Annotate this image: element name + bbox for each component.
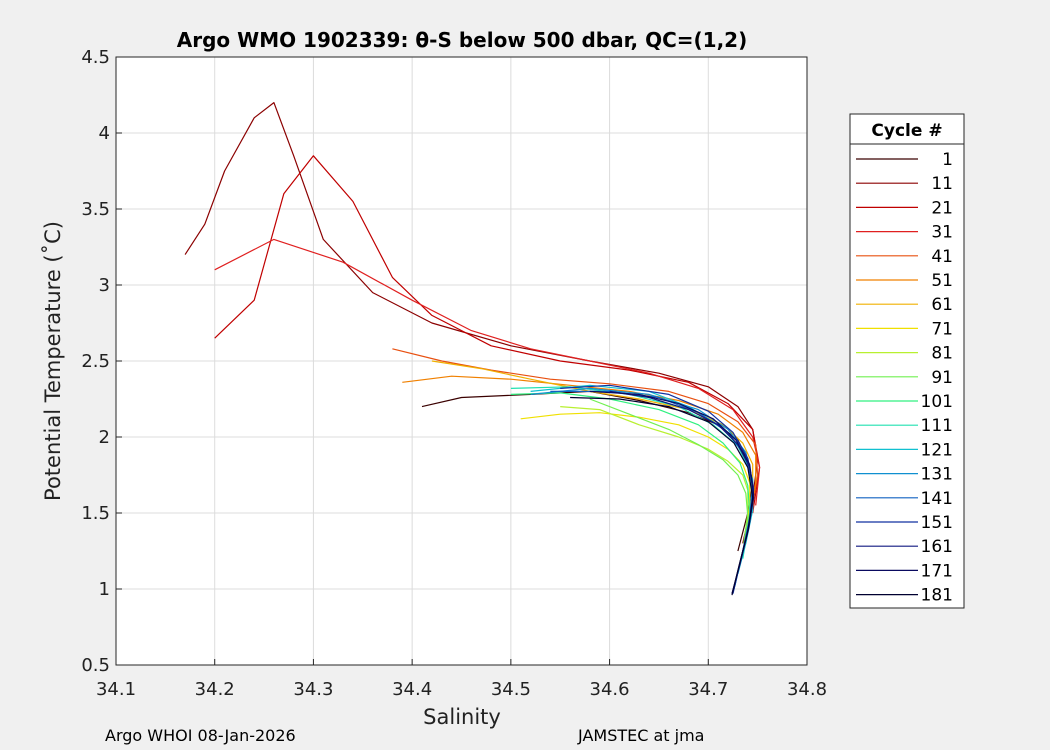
series-line-cycle-181 [570,396,754,596]
legend-label-cycle-161: 161 [921,537,953,557]
legend-label-cycle-81: 81 [931,344,953,364]
legend-label-cycle-141: 141 [921,489,953,509]
y-tick-label: 3.5 [81,199,110,220]
legend-label-cycle-171: 171 [921,561,953,581]
legend-title: Cycle # [871,121,942,141]
series-line-cycle-91 [589,398,749,544]
legend-label-cycle-181: 181 [921,586,953,606]
y-tick-label: 1 [99,579,110,600]
legend-label-cycle-91: 91 [931,368,953,388]
series-line-cycle-81 [560,406,749,544]
y-axis-label: Potential Temperature (˚C) [41,221,65,501]
series-line-cycle-71 [520,412,751,536]
legend-label-cycle-51: 51 [931,271,953,291]
legend-label-cycle-1: 1 [942,150,953,170]
legend-label-cycle-121: 121 [921,440,953,460]
legend-entries: 1112131415161718191101111121131141151161… [856,150,953,606]
legend-label-cycle-21: 21 [931,198,953,218]
x-tick-label: 34.5 [491,679,531,700]
legend-label-cycle-111: 111 [921,416,953,436]
x-tick-label: 34.2 [195,679,235,700]
legend-label-cycle-151: 151 [921,513,953,533]
legend-label-cycle-131: 131 [921,465,953,485]
legend-label-cycle-101: 101 [921,392,953,412]
x-tick-label: 34.7 [688,679,728,700]
x-tick-label: 34.4 [392,679,432,700]
y-tick-label: 4 [99,123,110,144]
series-line-cycle-101 [510,392,751,544]
y-tick-label: 4.5 [81,47,110,68]
y-axis-ticks: 0.5 1 1.5 2 2.5 3 3.5 4 4.5 [81,47,122,676]
legend-label-cycle-41: 41 [931,247,953,267]
x-tick-label: 34.1 [96,679,136,700]
series-line-cycle-31 [214,238,761,506]
legend: Cycle # 11121314151617181911011111211311… [849,113,965,609]
x-axis-label: Salinity [423,705,501,729]
x-tick-label: 34.3 [293,679,333,700]
footer-left: Argo WHOI 08-Jan-2026 [105,726,296,745]
chart-title: Argo WMO 1902339: θ-S below 500 dbar, QC… [177,28,747,52]
y-tick-label: 2.5 [81,351,110,372]
y-tick-label: 0.5 [81,655,110,676]
x-tick-label: 34.6 [590,679,630,700]
series-line-cycle-21 [214,155,761,514]
legend-label-cycle-61: 61 [931,295,953,315]
y-tick-label: 1.5 [81,503,110,524]
x-axis-ticks: 34.1 34.2 34.3 34.4 34.5 34.6 34.7 34.8 [96,659,827,700]
legend-label-cycle-11: 11 [931,174,953,194]
series-line-cycle-51 [402,375,757,514]
legend-label-cycle-31: 31 [931,223,953,243]
footer-right: JAMSTEC at jma [577,726,704,745]
y-tick-label: 2 [99,427,110,448]
y-tick-label: 3 [99,275,110,296]
x-tick-label: 34.8 [787,679,827,700]
legend-box [849,113,965,609]
legend-label-cycle-71: 71 [931,319,953,339]
data-series [184,101,761,596]
